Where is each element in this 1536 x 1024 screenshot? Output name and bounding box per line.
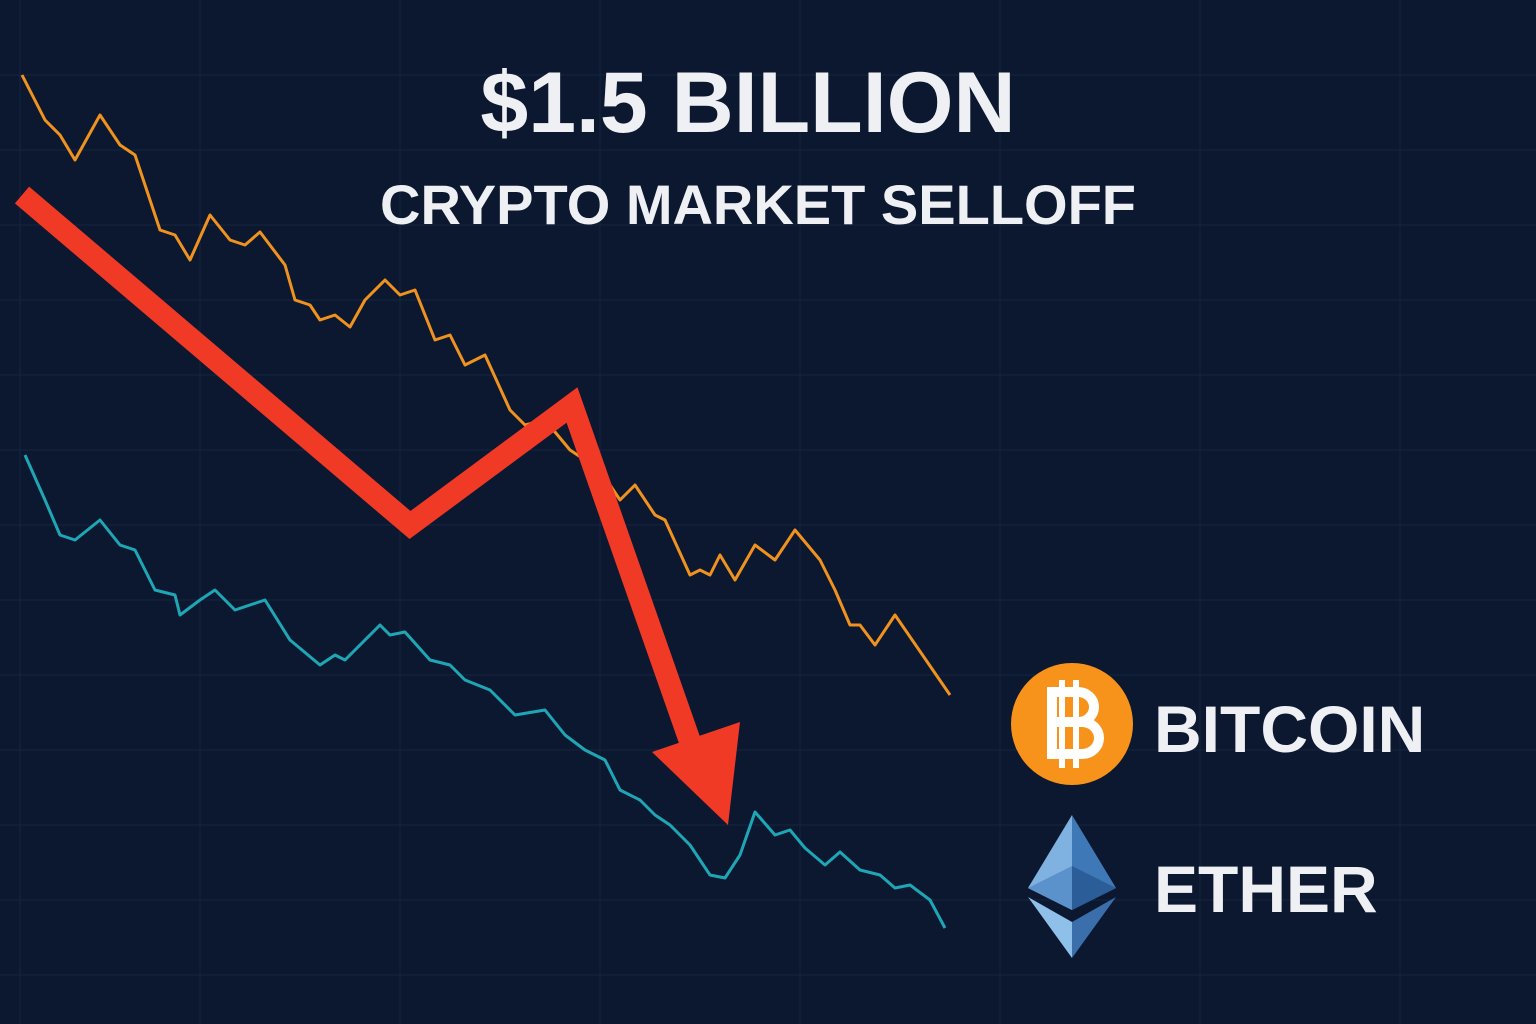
ether-icon	[1028, 815, 1116, 958]
bitcoin-label: BITCOIN	[1154, 692, 1425, 766]
bitcoin-icon	[1011, 663, 1133, 785]
bitcoin-line	[20, 74, 952, 696]
subheadline: CRYPTO MARKET SELLOFF	[380, 173, 1136, 236]
headline: $1.5 BILLION	[480, 55, 1015, 151]
ether-label: ETHER	[1154, 852, 1378, 926]
trend-arrow	[14, 186, 711, 774]
ether-line	[23, 454, 947, 929]
trend-arrowhead	[652, 722, 740, 825]
